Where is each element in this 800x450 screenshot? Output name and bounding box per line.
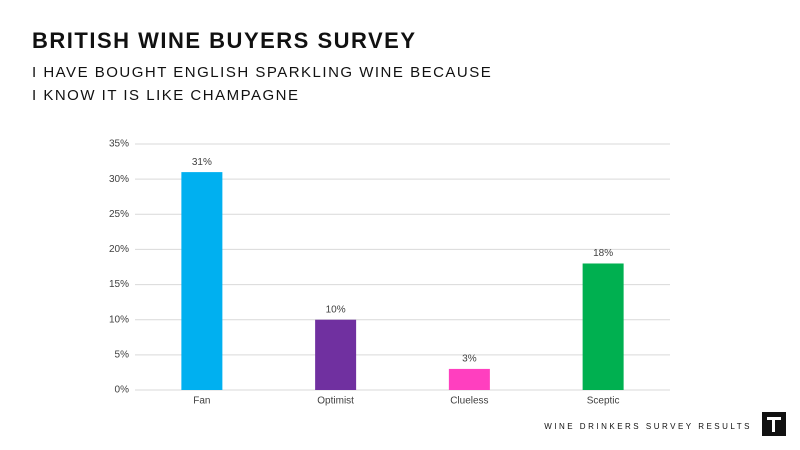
chart-subtitle: I HAVE BOUGHT ENGLISH SPARKLING WINE BEC… [32,64,492,81]
x-tick-label: Clueless [450,396,488,407]
y-tick-label: 35% [109,139,129,150]
value-label: 10% [326,304,346,315]
bar [181,172,223,390]
y-tick-label: 10% [109,314,129,325]
logo-stem [772,417,775,432]
value-label: 18% [593,248,613,259]
y-tick-label: 25% [109,209,129,220]
footer: WINE DRINKERS SURVEY RESULTS [544,422,752,431]
logo [762,412,786,436]
y-tick-label: 15% [109,279,129,290]
y-tick-label: 5% [115,349,130,360]
value-label: 3% [462,354,477,365]
chart-subtitle: I KNOW IT IS LIKE CHAMPAGNE [32,87,300,104]
bar [448,368,490,390]
y-tick-label: 20% [109,244,129,255]
bar [582,263,624,390]
bar [315,319,357,390]
value-label: 31% [192,157,212,168]
chart-title: BRITISH WINE BUYERS SURVEY [32,28,417,53]
y-tick-label: 30% [109,174,129,185]
x-tick-label: Optimist [317,396,354,407]
y-tick-label: 0% [115,385,130,396]
x-tick-label: Fan [193,396,210,407]
x-tick-label: Sceptic [587,396,620,407]
